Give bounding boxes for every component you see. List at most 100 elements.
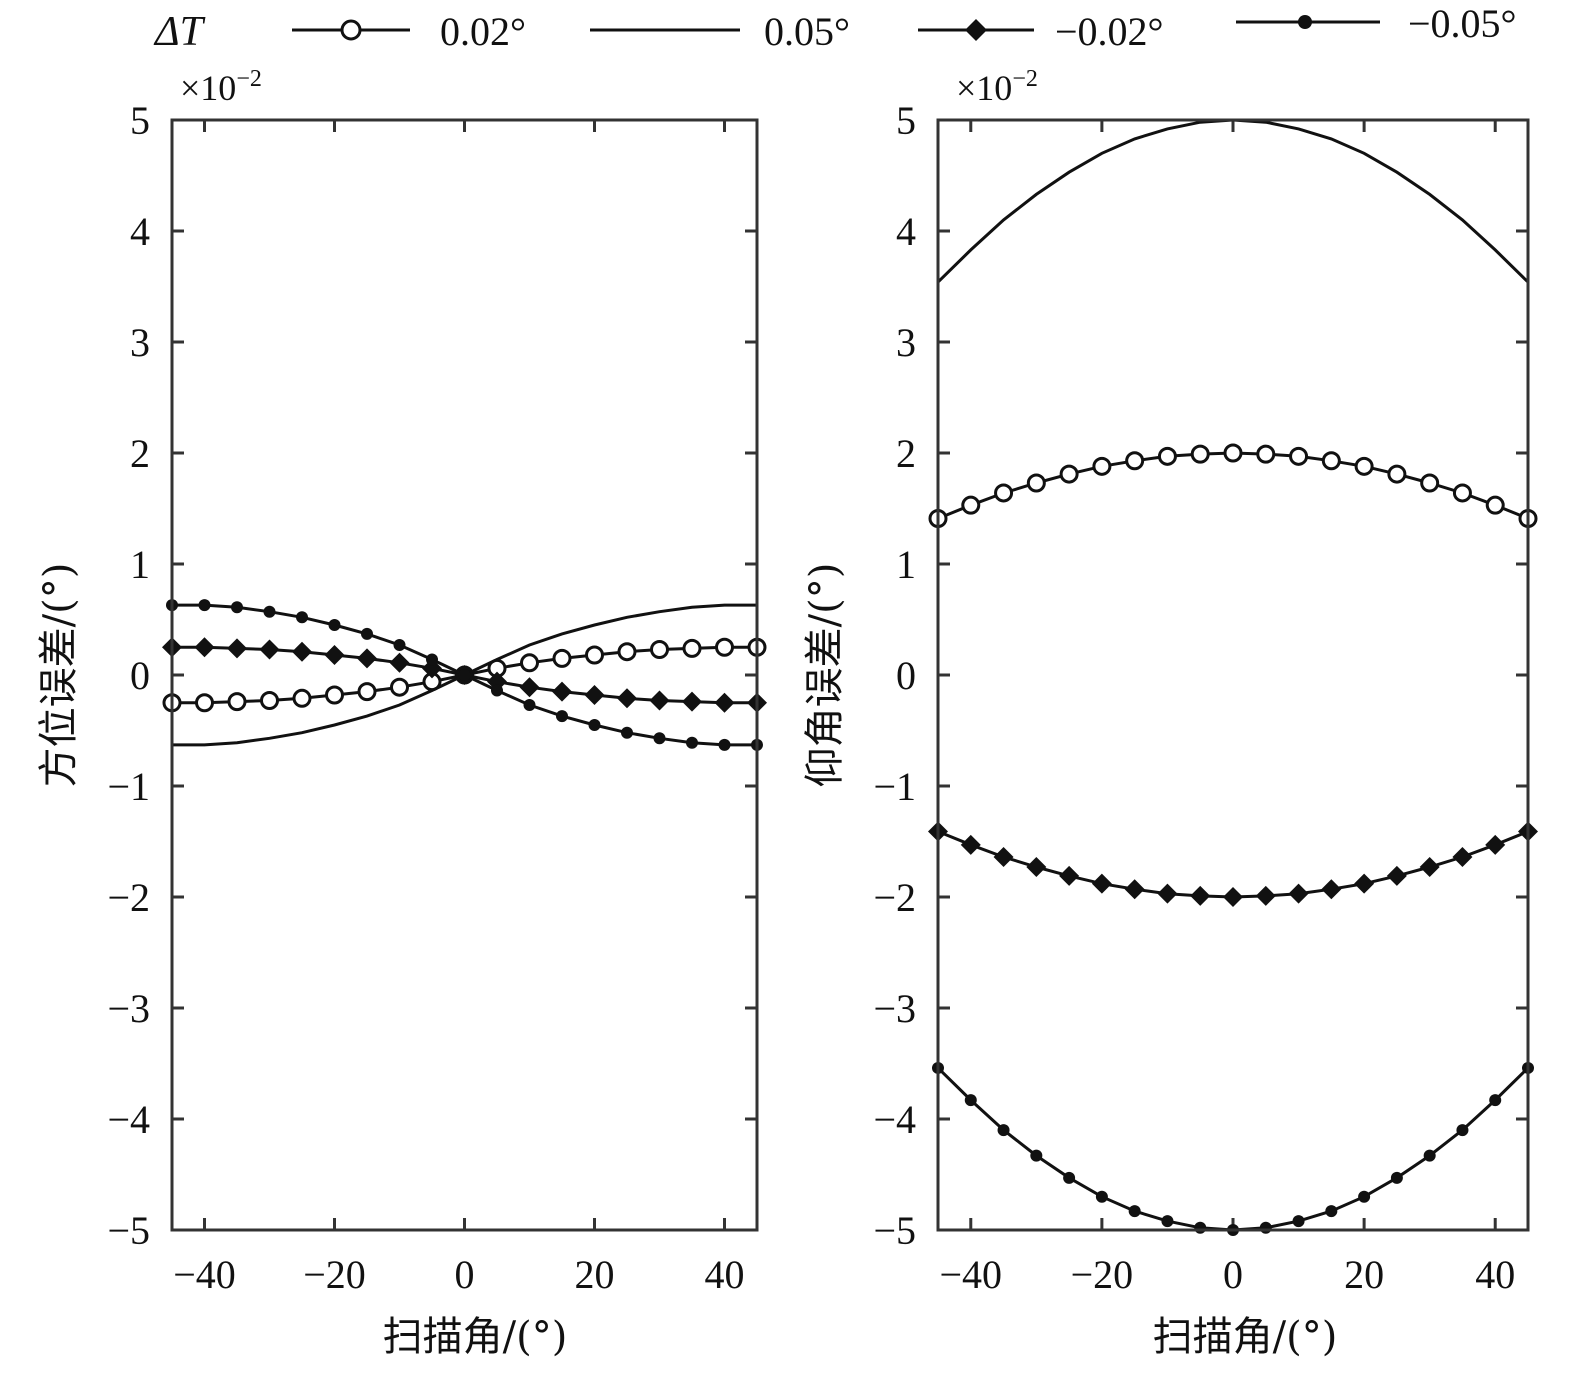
right-series-3-point-6 [1128,1205,1141,1218]
left-series-3-point-9 [458,669,471,681]
legend-label-2: −0.02° [1055,9,1164,54]
left-series-0-point-2 [227,692,247,712]
left-series-3-point-10 [491,684,503,697]
right-ytick-label-3: 2 [896,431,916,476]
left-ytick-label-3: 2 [130,431,150,476]
right-series-2-point-12 [1321,879,1342,900]
right-series-2-point-9 [1223,887,1243,907]
right-series-0-point-8 [1190,444,1210,464]
left-ytick-label-8: −3 [107,986,150,1031]
left-xtick-label-2: 0 [455,1252,475,1297]
legend-entry-3: −0.05° [1236,1,1517,46]
left-series-3-point-12 [556,710,568,723]
right-series-2-point-6 [1124,879,1145,900]
left-series-3-point-13 [588,718,601,731]
left-ytick-label-10: −5 [107,1208,150,1253]
right-series-3-point-10 [1259,1221,1272,1234]
right-series-1-line [936,118,1530,284]
left-series-2-point-11 [519,677,540,698]
legend-marker-0 [340,19,362,41]
right-ytick-label-10: −5 [873,1208,916,1253]
legend-marker-3 [1298,15,1312,29]
left-series-3-point-1 [198,599,211,612]
legend-title: ΔT [153,9,206,55]
left-x-axis-label: 扫描角/(°) [383,1314,568,1360]
right-ytick-label-1: 4 [896,209,916,254]
left-series-3-point-8 [426,653,438,666]
right-series-2-point-3 [1026,857,1047,878]
right-series-0-point-10 [1256,444,1276,464]
right-series-1 [936,118,1530,284]
right-ytick-label-6: −1 [873,764,916,809]
left-y-axis-label: 方位误差/(°) [36,563,82,788]
right-series-2-point-8 [1190,885,1211,906]
right-series-0-point-3 [1026,473,1046,493]
right-series-2-point-10 [1255,885,1276,906]
right-xtick-label-1: −20 [1071,1252,1134,1297]
left-series-2-point-1 [194,637,215,658]
right-y-tick-labels: 5 4 3 2 1 0 −1 −2 −3 −4 −5 [873,98,916,1253]
right-ytick-label-5: 0 [896,653,916,698]
left-series-0-point-6 [357,682,377,702]
right-axis-ticks [938,118,1528,1232]
left-y-tick-labels: 5 4 3 2 1 0 −1 −2 −3 −4 −5 [107,98,150,1253]
left-series-2-point-17 [714,692,735,713]
right-series-0-point-1 [961,495,981,515]
azimuth-error-plot: −40 −20 0 20 40 5 4 3 2 1 0 −1 −2 −3 −4 −5 ×10−2 扫描角/(… [36,66,767,1360]
right-series-2-point-4 [1059,865,1080,886]
right-series-0-point-9 [1223,443,1243,463]
left-series-0-point-11 [520,653,539,673]
right-xtick-label-3: 20 [1344,1252,1384,1297]
right-ytick-label-0: 5 [896,98,916,143]
left-series-3-point-17 [718,738,731,751]
right-series-3-point-16 [1456,1124,1469,1137]
left-series-3 [166,599,763,751]
right-series-3-point-11 [1292,1215,1305,1228]
left-series-0-point-7 [390,677,409,697]
right-series-2-point-15 [1419,857,1440,878]
left-series-0-point-5 [325,685,344,705]
right-plot-frame [936,118,1530,1232]
left-ytick-label-1: 4 [130,209,150,254]
left-x-tick-labels: −40 −20 0 20 40 [173,1252,744,1297]
left-series-3-point-5 [328,619,341,632]
left-series-2-point-15 [649,690,670,711]
right-series-3-point-1 [964,1094,977,1107]
left-series-2-point-12 [552,681,572,702]
left-series-3-point-7 [393,639,406,652]
legend-label-0: 0.02° [440,9,526,54]
left-series-2-point-7 [389,652,410,673]
left-y-multiplier: ×10−2 [180,66,262,108]
right-series-2-point-13 [1354,873,1375,894]
right-xtick-label-4: 40 [1475,1252,1515,1297]
right-x-axis-label: 扫描角/(°) [1153,1314,1338,1360]
right-series-0-point-4 [1059,464,1079,484]
left-ytick-label-6: −1 [107,764,150,809]
right-ytick-label-8: −3 [873,986,916,1031]
left-series-3-point-2 [231,601,243,614]
left-series-2-point-16 [682,691,702,712]
left-series-0-point-3 [260,691,279,711]
right-series-0-point-11 [1289,446,1309,466]
right-series-3 [932,1061,1534,1236]
right-series-0-point-7 [1157,446,1177,466]
right-series-3-point-2 [997,1124,1010,1137]
right-series-3-point-8 [1194,1221,1207,1234]
left-series-0-point-15 [650,639,669,659]
right-series-2-point-14 [1386,865,1407,886]
right-series-3-point-3 [1030,1149,1043,1162]
right-xtick-label-2: 0 [1223,1252,1243,1297]
right-series-0-line [937,451,1529,520]
right-series-3-point-17 [1489,1094,1502,1107]
left-series-3-point-4 [296,611,308,624]
legend-entry-1: 0.05° [590,9,850,54]
legend-entry-0: 0.02° [292,9,526,54]
left-ytick-label-0: 5 [130,98,150,143]
right-series-2-point-5 [1091,873,1112,894]
elevation-error-plot: −40 −20 0 20 40 5 4 3 2 1 0 −1 −2 −3 −4 −5 ×10−2 扫描角/(… [802,66,1538,1360]
right-series [928,118,1538,1236]
left-xtick-label-1: −20 [303,1252,366,1297]
left-series-0-point-1 [195,693,214,713]
right-series-3-point-5 [1095,1190,1108,1203]
